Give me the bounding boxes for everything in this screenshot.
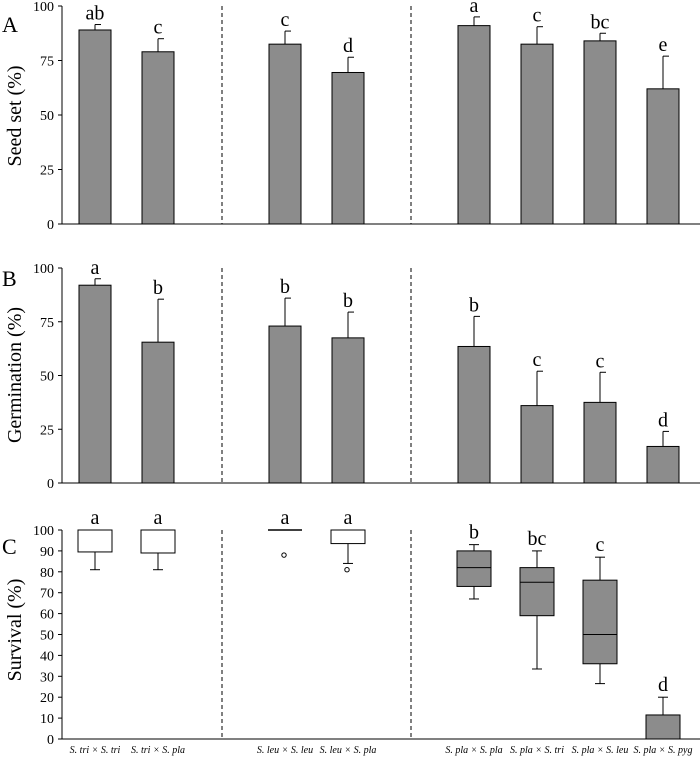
bar (520, 405, 554, 484)
box (140, 529, 176, 554)
box (519, 567, 555, 617)
bar (646, 88, 680, 225)
bar (646, 445, 680, 484)
significance-letter: c (596, 350, 605, 372)
box (456, 550, 492, 587)
bar (78, 284, 112, 484)
x-tick-label: S. leu × S. pla (320, 745, 377, 756)
y-tick-label: 100 (33, 262, 54, 277)
significance-letter: b (153, 277, 163, 299)
significance-letter: a (154, 507, 163, 529)
bar (141, 341, 175, 484)
significance-letter: a (91, 507, 100, 529)
panel-label-a: A (2, 12, 18, 37)
bar (331, 71, 365, 225)
y-tick-label: 0 (47, 218, 54, 233)
outlier-point (281, 552, 287, 558)
y-tick-label: 25 (40, 423, 54, 438)
significance-letter: a (344, 507, 353, 529)
y-tick-label: 10 (40, 712, 54, 727)
y-tick-label: 50 (40, 629, 54, 644)
significance-letter: bc (591, 11, 610, 33)
y-tick-label: 0 (47, 733, 54, 748)
bar (457, 345, 491, 484)
bar (583, 401, 617, 484)
significance-letter: a (470, 0, 479, 17)
significance-letter: e (659, 34, 668, 56)
y-tick-label: 25 (40, 164, 54, 179)
significance-letter: b (469, 294, 479, 316)
box (330, 529, 366, 545)
panel-b-germination: 0 25 50 75 100 a b b b b c c d (33, 257, 700, 492)
ylabel-survival: Survival (%) (4, 579, 26, 682)
significance-letter: d (343, 35, 353, 57)
box (645, 714, 681, 740)
y-tick-label: 75 (40, 316, 54, 331)
y-tick-label: 50 (40, 370, 54, 385)
significance-letter: d (658, 674, 668, 696)
outlier-point (344, 567, 350, 573)
bar (520, 43, 554, 225)
y-tick-label: 20 (40, 691, 54, 706)
significance-letter: d (658, 409, 668, 431)
box (582, 579, 618, 665)
x-tick-label: S. pla × S. pyg (634, 745, 693, 756)
panel-label-b: B (2, 266, 17, 291)
significance-letter: bc (528, 528, 547, 550)
significance-letter: c (533, 5, 542, 27)
panel-label-c: C (2, 534, 17, 559)
x-tick-label: S. pla × S. pla (445, 745, 502, 756)
bar (141, 51, 175, 225)
y-tick-label: 100 (33, 0, 54, 15)
y-tick-label: 75 (40, 55, 54, 70)
significance-letter: b (343, 290, 353, 312)
ylabel-seed-set: Seed set (%) (4, 65, 26, 166)
y-tick-label: 90 (40, 545, 54, 560)
bar (583, 40, 617, 225)
significance-letter: a (91, 257, 100, 279)
panel-c-survival: 0 10 20 30 40 50 60 70 80 90 100 a a a a b bc c d (33, 507, 700, 748)
significance-letter: a (281, 507, 290, 529)
y-tick-label: 30 (40, 670, 54, 685)
significance-letter: c (533, 349, 542, 371)
panel-a-seed-set: 0 25 50 75 100 ab c c d a c bc e (33, 0, 700, 233)
x-tick-label: S. pla × S. tri (510, 745, 564, 756)
bar (78, 29, 112, 225)
bar (268, 43, 302, 225)
bar (268, 325, 302, 484)
y-tick-label: 100 (33, 524, 54, 539)
significance-letter: c (154, 17, 163, 39)
ylabel-germination: Germination (%) (4, 307, 26, 443)
bar (331, 337, 365, 484)
significance-letter: c (281, 9, 290, 31)
y-tick-label: 0 (47, 477, 54, 492)
y-tick-label: 70 (40, 587, 54, 602)
y-tick-label: 40 (40, 649, 54, 664)
box (77, 529, 113, 553)
significance-letter: b (469, 522, 479, 544)
x-tick-label: S. tri × S. pla (131, 745, 185, 756)
significance-letter: ab (86, 3, 105, 25)
bar (457, 25, 491, 225)
significance-letter: b (280, 276, 290, 298)
x-tick-label: S. leu × S. leu (257, 745, 313, 756)
y-tick-label: 80 (40, 566, 54, 581)
y-tick-label: 50 (40, 109, 54, 124)
y-tick-label: 60 (40, 608, 54, 623)
x-tick-label: S. pla × S. leu (572, 745, 629, 756)
x-tick-label: S. tri × S. tri (70, 745, 121, 756)
x-axis-labels: S. tri × S. tri S. tri × S. pla S. leu × S… (70, 745, 693, 756)
significance-letter: c (596, 534, 605, 556)
